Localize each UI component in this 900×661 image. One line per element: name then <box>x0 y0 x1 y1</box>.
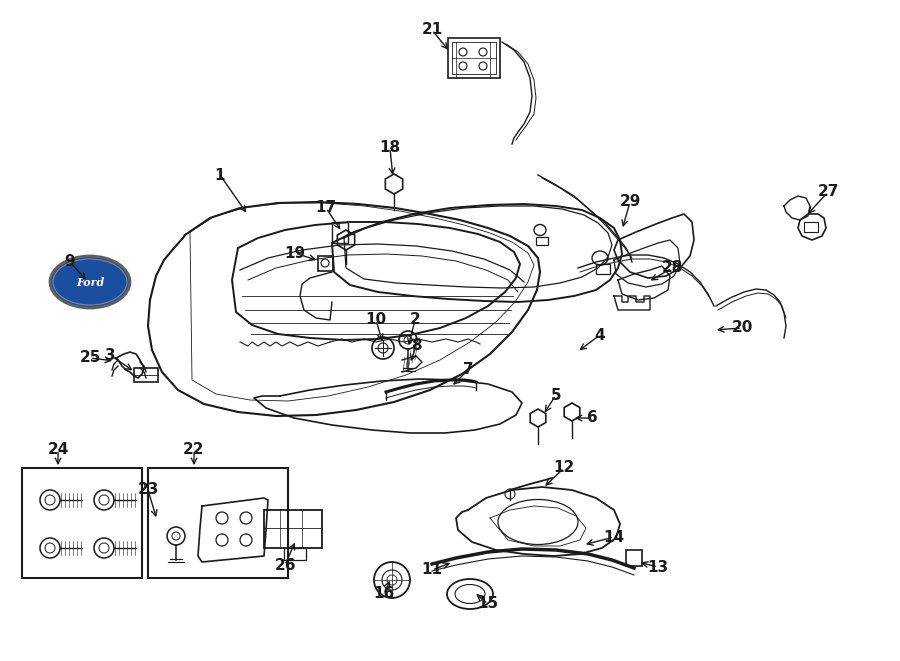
Bar <box>22 468 142 578</box>
Bar <box>264 510 322 548</box>
Text: 17: 17 <box>315 200 337 215</box>
Text: 26: 26 <box>274 557 296 572</box>
Text: 20: 20 <box>732 321 752 336</box>
Text: 16: 16 <box>374 586 394 602</box>
Text: 28: 28 <box>662 260 683 276</box>
Text: 15: 15 <box>477 596 499 611</box>
Text: 9: 9 <box>65 254 76 270</box>
Bar <box>318 256 333 271</box>
Text: 7: 7 <box>463 362 473 377</box>
Text: 25: 25 <box>79 350 101 366</box>
Bar <box>536 237 548 245</box>
Text: 18: 18 <box>380 141 400 155</box>
Text: 29: 29 <box>619 194 641 210</box>
Text: 12: 12 <box>554 461 574 475</box>
Text: 24: 24 <box>48 442 68 457</box>
Text: 6: 6 <box>587 410 598 426</box>
Text: 4: 4 <box>595 327 606 342</box>
Bar <box>452 42 496 74</box>
Text: 11: 11 <box>421 563 443 578</box>
Bar <box>134 368 158 382</box>
Bar <box>284 548 306 560</box>
Text: 10: 10 <box>365 313 387 327</box>
Text: Ford: Ford <box>76 276 104 288</box>
Text: 13: 13 <box>647 559 669 574</box>
Text: 23: 23 <box>138 483 158 498</box>
Ellipse shape <box>51 257 129 307</box>
Text: 21: 21 <box>421 22 443 38</box>
Text: 27: 27 <box>817 184 839 200</box>
Bar <box>804 222 818 232</box>
Text: 2: 2 <box>410 313 420 327</box>
Text: 8: 8 <box>410 338 421 354</box>
Text: 3: 3 <box>104 348 115 362</box>
Bar <box>596 264 610 274</box>
Text: 14: 14 <box>603 529 625 545</box>
Bar <box>448 38 500 78</box>
Text: 19: 19 <box>284 245 306 260</box>
Text: 5: 5 <box>551 387 562 403</box>
Bar <box>148 468 288 578</box>
Text: 1: 1 <box>215 167 225 182</box>
Text: 22: 22 <box>184 442 205 457</box>
